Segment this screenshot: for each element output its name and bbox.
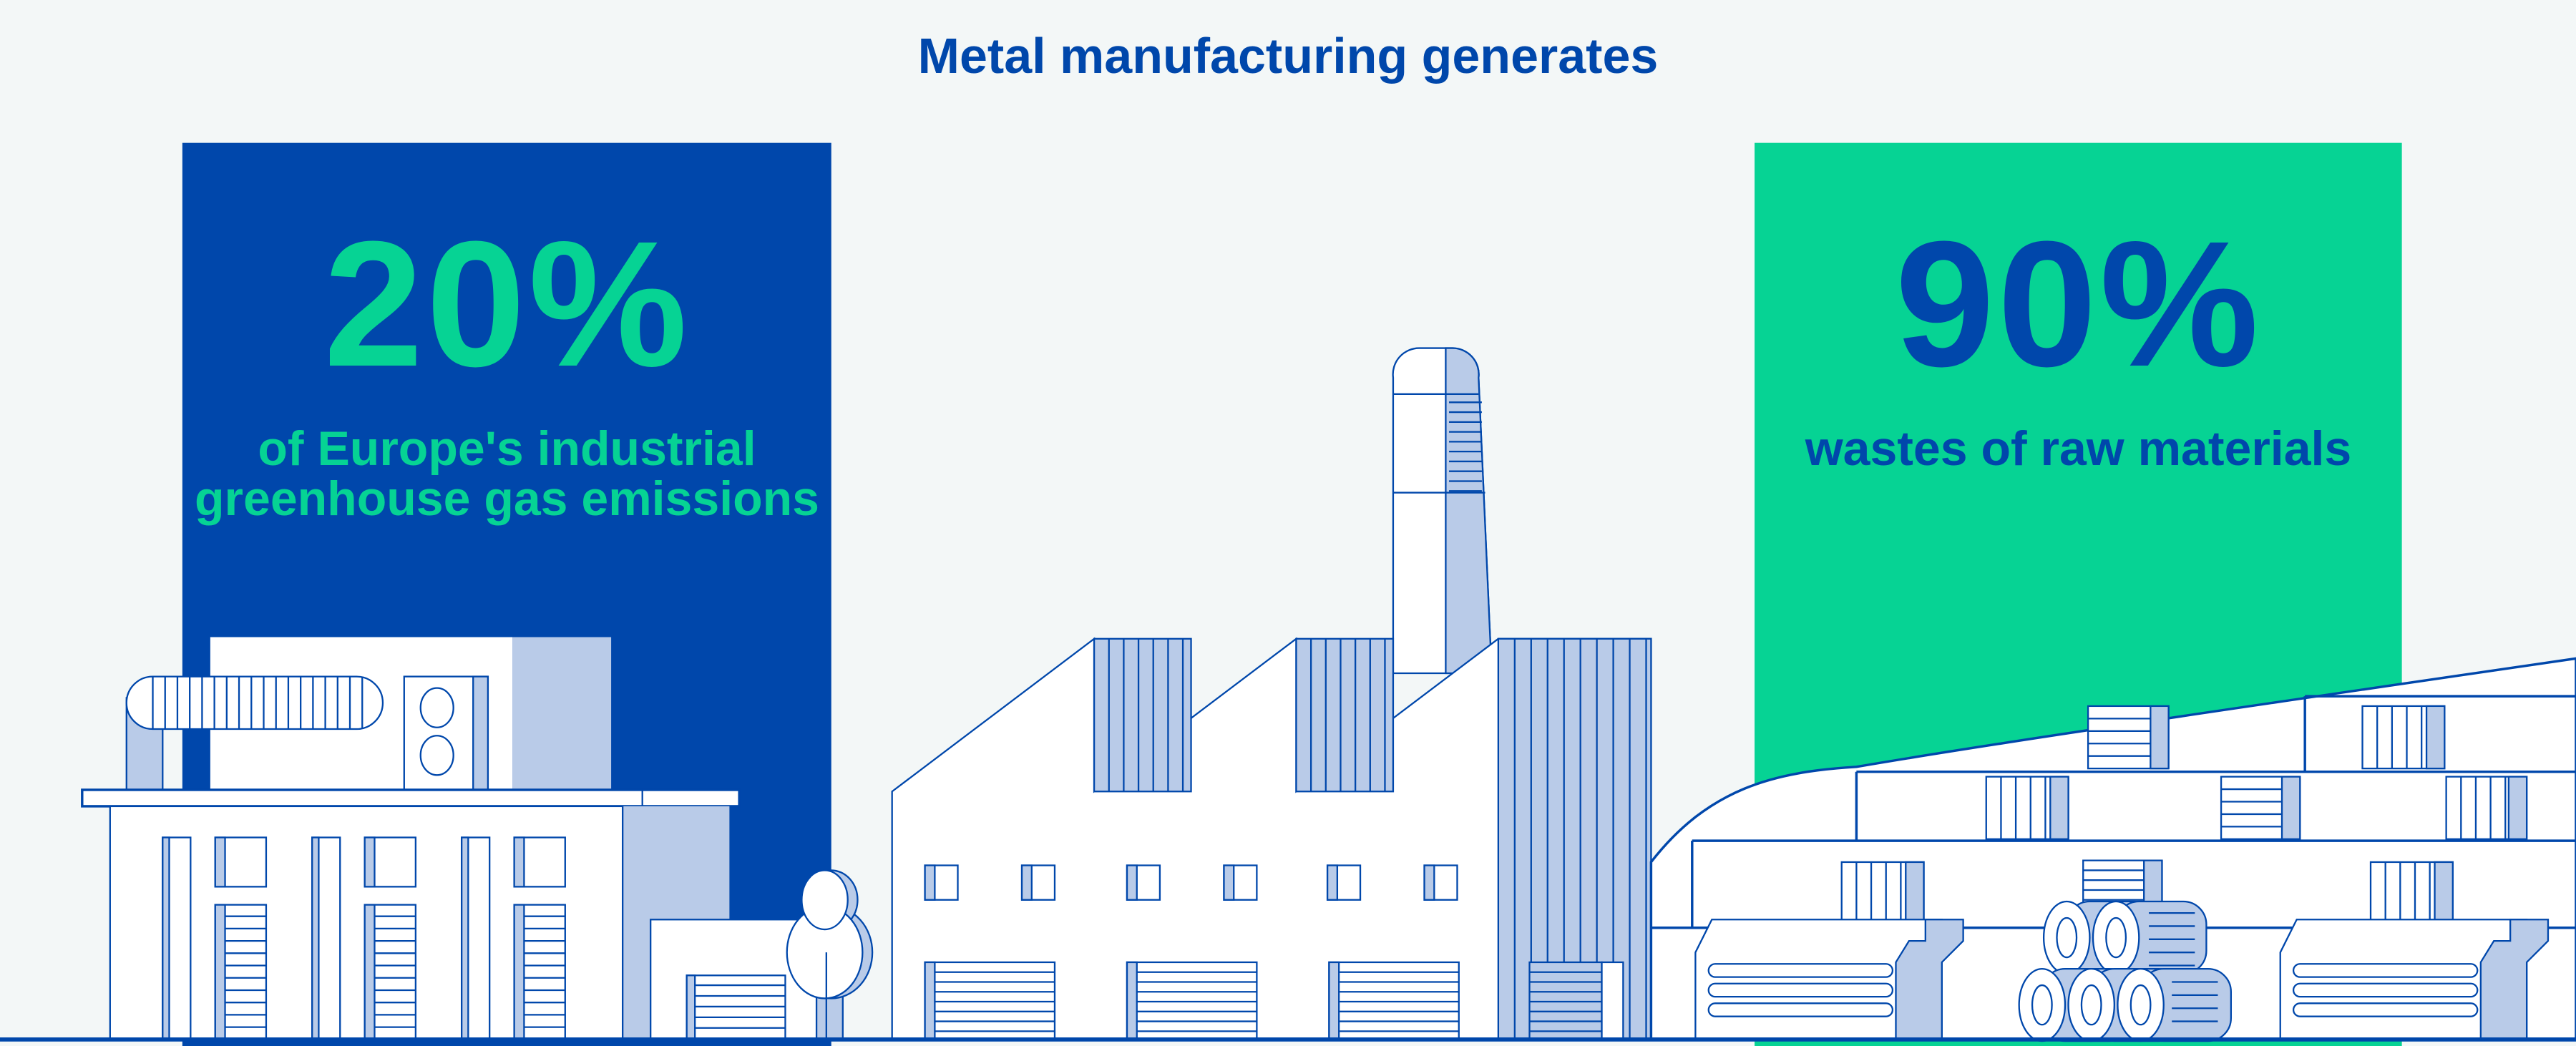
warehouse — [1649, 657, 2576, 1042]
fan — [419, 735, 454, 776]
waste-description: wastes of raw materials — [1805, 421, 2352, 476]
emissions-description: of Europe's industrial greenhouse gas em… — [182, 424, 831, 524]
office-building — [81, 637, 874, 1040]
waste-percentage: 90% — [1895, 204, 2262, 404]
emissions-description-line2: greenhouse gas emissions — [195, 471, 819, 526]
chimney — [1392, 347, 1493, 675]
tree — [786, 869, 874, 1040]
factory — [891, 347, 1652, 1040]
page-title: Metal manufacturing generates — [917, 28, 1659, 84]
fan — [419, 687, 454, 728]
emissions-description-line1: of Europe's industrial — [258, 421, 756, 476]
emissions-percentage: 20% — [323, 204, 691, 404]
